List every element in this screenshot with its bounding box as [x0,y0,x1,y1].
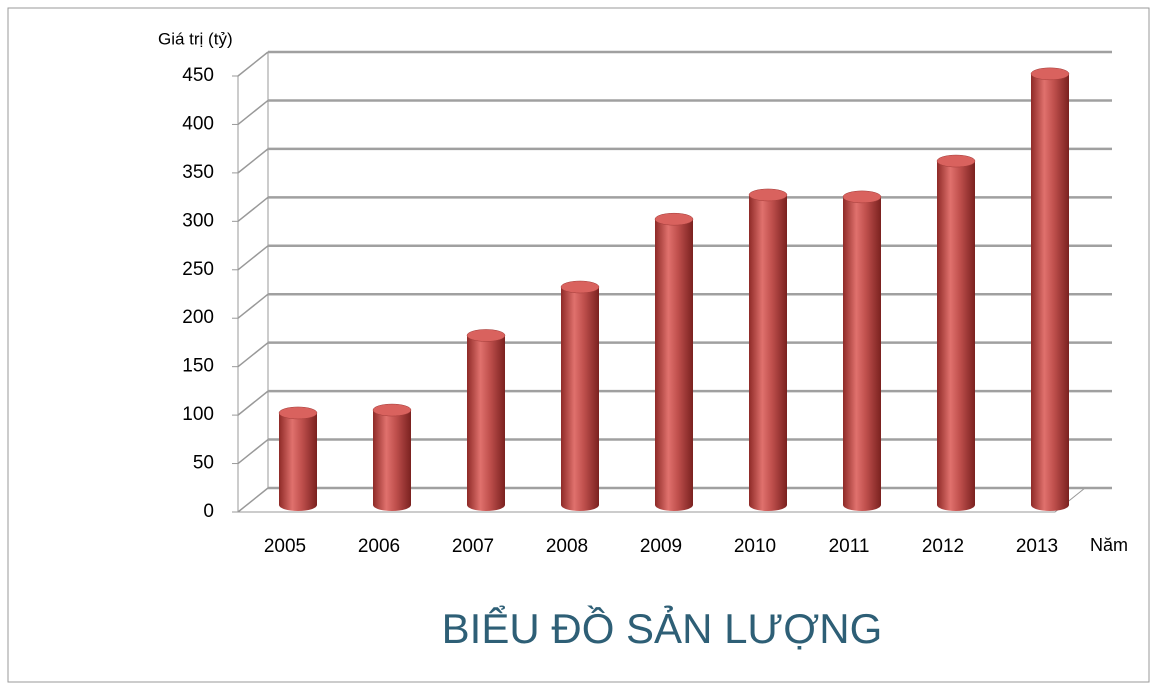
bar [749,194,787,511]
grid-diagonal [237,196,269,222]
bar-top [842,190,882,204]
bar-top [466,329,506,342]
y-tick-label: 0 [203,501,214,522]
grid-diagonal [237,51,269,77]
grid-diagonal [237,245,269,271]
x-tick-label: 2006 [358,536,400,557]
grid-diagonal [237,438,269,465]
grid-diagonal [237,487,269,513]
bar-top [372,403,412,417]
y-tick-label: 50 [193,453,214,474]
bar [279,412,317,511]
bar [655,219,693,511]
bars: 2005 2006 2007 2008 2009 2010 2011 2012 2013 [264,67,1070,557]
y-tick-label: 200 [182,307,214,328]
bar [937,161,975,512]
bar-top [560,280,600,294]
y-tick-label: 350 [182,162,214,183]
bar [1031,73,1069,511]
y-axis-label: Giá trị (tỷ) [158,29,233,48]
bar [373,410,411,511]
bar-top [936,154,976,168]
x-axis-label: Năm [1090,535,1128,555]
bar [561,287,599,511]
x-tick-label: 2005 [264,536,306,557]
x-tick-label: 2009 [640,536,682,557]
bar-top [1030,67,1070,81]
y-tick-label: 150 [182,356,214,377]
bar-top [278,406,318,420]
bar [843,196,881,512]
x-tick-label: 2012 [922,536,964,557]
bar-top [654,212,694,226]
grid-diagonal [237,99,269,126]
chart-title: BIỂU ĐỒ SẢN LƯỢNG [442,604,883,652]
bar-top [748,188,788,202]
y-tick-label: 100 [182,404,214,425]
grid-diagonal [237,148,269,174]
x-tick-label: 2008 [546,536,588,557]
bar [467,335,505,511]
y-tick-label: 300 [182,210,214,231]
x-tick-label: 2011 [829,536,870,557]
x-tick-label: 2007 [452,536,494,557]
floor [238,487,1086,513]
x-tick-label: 2010 [734,536,776,557]
grid-diagonal [237,342,269,368]
y-tick-label: 450 [182,65,214,86]
grid-diagonal [237,390,269,416]
y-tick-label: 250 [182,259,214,280]
x-tick-label: 2013 [1016,536,1058,557]
grid-diagonal [237,293,269,319]
y-tick-label: 400 [182,113,214,134]
